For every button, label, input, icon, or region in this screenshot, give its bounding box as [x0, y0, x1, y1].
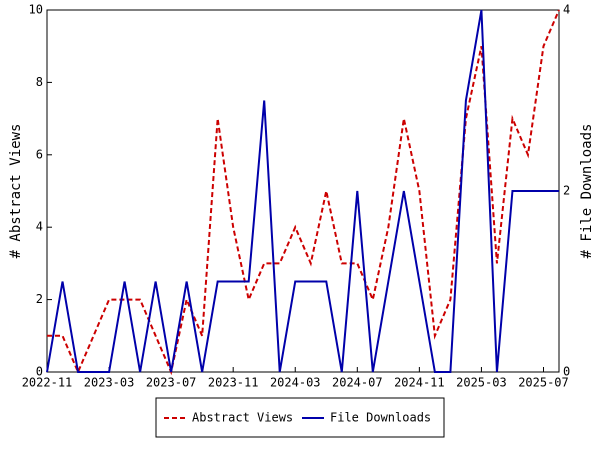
y-tick-label: 4: [36, 220, 43, 234]
y-tick-label: 2: [36, 292, 43, 306]
x-tick-label: 2025-03: [456, 376, 507, 390]
y-tick-label: 10: [29, 3, 43, 17]
x-tick-label: 2024-07: [332, 376, 383, 390]
x-tick-label: 2023-11: [208, 376, 259, 390]
y2-tick-label: 4: [563, 3, 570, 17]
x-tick-label: 2025-07: [518, 376, 569, 390]
x-tick-label: 2023-07: [146, 376, 197, 390]
y2-axis-label: # File Downloads: [579, 124, 595, 259]
x-tick-label: 2022-11: [22, 376, 73, 390]
y-tick-label: 0: [36, 365, 43, 379]
series-line: [47, 9, 560, 376]
y-axis-label: # Abstract Views: [8, 124, 24, 259]
y2-tick-label: 2: [563, 184, 570, 198]
y-tick-label: 6: [36, 147, 43, 161]
y2-tick-label: 0: [563, 365, 570, 379]
legend-label: Abstract Views: [192, 411, 293, 425]
legend-box: [155, 397, 445, 438]
legend-label: File Downloads: [330, 411, 431, 425]
y-tick-label: 8: [36, 75, 43, 89]
x-tick-label: 2024-03: [270, 376, 321, 390]
series-line: [46, 9, 559, 373]
x-tick-label: 2024-11: [394, 376, 445, 390]
x-tick-label: 2023-03: [84, 376, 135, 390]
